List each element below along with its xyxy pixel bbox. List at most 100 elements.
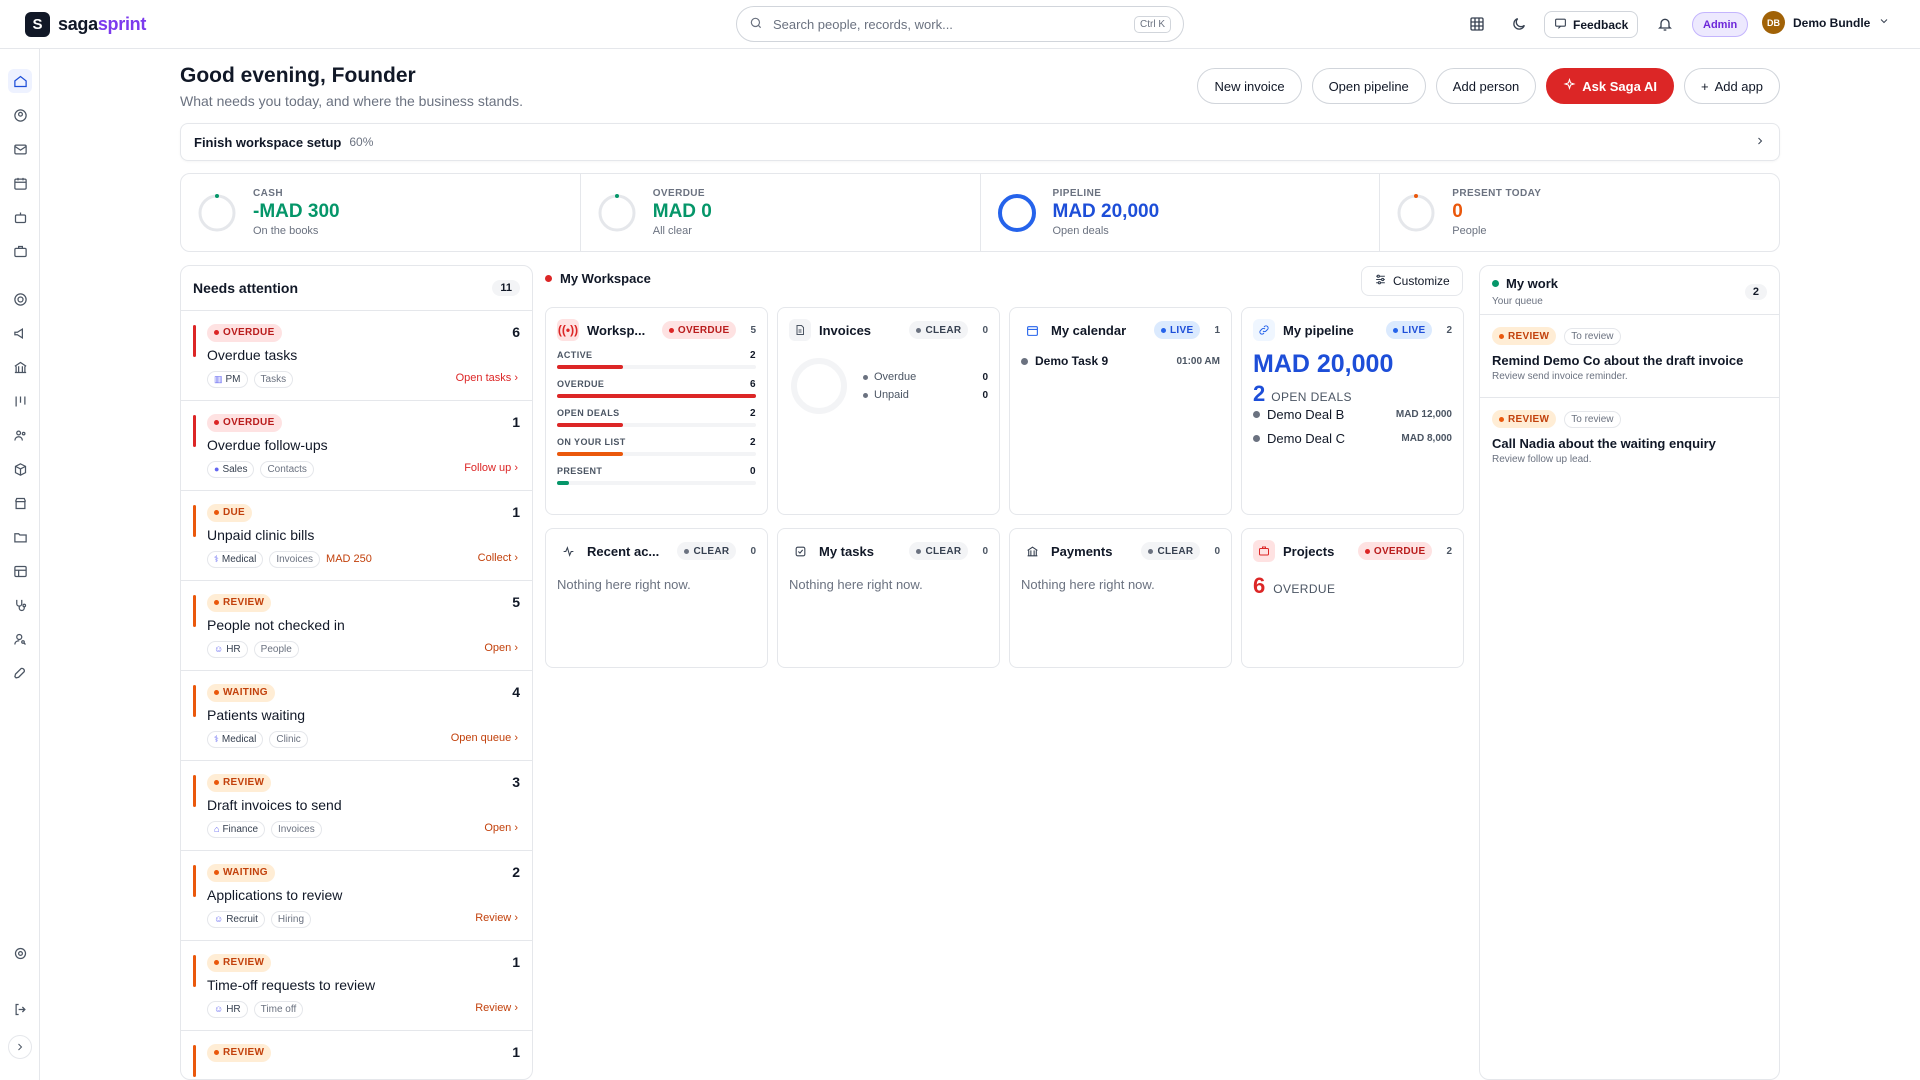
attention-item[interactable]: WAITING 4 Patients waiting ⚕ Medical Clini… bbox=[181, 671, 532, 761]
calendar-icon bbox=[1021, 319, 1043, 341]
item-action-link[interactable]: Review › bbox=[475, 912, 518, 924]
home-icon[interactable] bbox=[8, 69, 32, 93]
settings-icon[interactable] bbox=[8, 941, 32, 965]
briefcase-icon[interactable] bbox=[8, 239, 32, 263]
item-title: Overdue follow-ups bbox=[207, 436, 328, 453]
attention-item[interactable]: REVIEW 5 People not checked in ☺ HR People… bbox=[181, 581, 532, 671]
search-placeholder: Search people, records, work... bbox=[773, 16, 953, 32]
open-deals-label: OPEN DEALS bbox=[1271, 390, 1352, 404]
deal-row[interactable]: Demo Deal B MAD 12,000 bbox=[1253, 407, 1452, 422]
stat-pipeline[interactable]: PIPELINE MAD 20,000 Open deals bbox=[981, 174, 1381, 251]
deal-row[interactable]: Demo Deal C MAD 8,000 bbox=[1253, 431, 1452, 446]
add-person-button[interactable]: Add person bbox=[1435, 68, 1537, 104]
item-action-link[interactable]: Collect › bbox=[477, 552, 518, 564]
module-icon: ☺ bbox=[214, 644, 224, 654]
megaphone-icon[interactable] bbox=[8, 321, 32, 345]
customize-button[interactable]: Customize bbox=[1361, 266, 1463, 296]
stethoscope-icon[interactable] bbox=[8, 593, 32, 617]
deal-value: MAD 12,000 bbox=[1395, 409, 1452, 420]
brand-logo[interactable]: S sagasprint bbox=[25, 12, 146, 37]
status-badge: WAITING bbox=[207, 863, 275, 882]
package-icon[interactable] bbox=[8, 457, 32, 481]
bell-icon[interactable] bbox=[1654, 13, 1676, 35]
category-tag: Clinic bbox=[269, 730, 308, 748]
expand-icon[interactable] bbox=[8, 1035, 32, 1059]
item-action-link[interactable]: Follow up › bbox=[464, 462, 518, 474]
calendar-card[interactable]: My calendar LIVE 1 Demo Task 9 01:00 AM bbox=[1009, 307, 1232, 515]
theme-moon-icon[interactable] bbox=[1508, 13, 1530, 35]
attention-item[interactable]: OVERDUE 6 Overdue tasks ▥ PM Tasks Open ta… bbox=[181, 311, 532, 401]
user-menu[interactable]: DB Demo Bundle bbox=[1762, 11, 1890, 34]
projects-overdue-label: OVERDUE bbox=[1273, 582, 1336, 596]
module-tag: ☺ Recruit bbox=[207, 910, 265, 928]
new-invoice-button[interactable]: New invoice bbox=[1197, 68, 1302, 104]
brand-name: sagasprint bbox=[58, 14, 146, 35]
recent-activity-card[interactable]: Recent ac... CLEAR 0 Nothing here right … bbox=[545, 528, 768, 668]
item-action-link[interactable]: Open queue › bbox=[450, 732, 518, 744]
needs-attention-header: Needs attention 11 bbox=[181, 266, 532, 311]
target-icon[interactable] bbox=[8, 287, 32, 311]
global-search[interactable]: Search people, records, work... Ctrl K bbox=[736, 6, 1184, 42]
chevron-right-icon bbox=[1754, 135, 1766, 150]
workspace-setup-banner[interactable]: Finish workspace setup 60% bbox=[180, 123, 1780, 161]
add-app-label: Add app bbox=[1714, 78, 1763, 94]
user-search-icon[interactable] bbox=[8, 627, 32, 651]
people-icon[interactable] bbox=[8, 423, 32, 447]
logout-icon[interactable] bbox=[8, 997, 32, 1021]
mail-icon[interactable] bbox=[8, 137, 32, 161]
item-title: Overdue tasks bbox=[207, 346, 298, 363]
link-icon bbox=[1253, 319, 1275, 341]
search-icon bbox=[749, 16, 763, 33]
admin-badge[interactable]: Admin bbox=[1692, 12, 1749, 37]
stat-cash[interactable]: CASH -MAD 300 On the books bbox=[181, 174, 581, 251]
table-icon[interactable] bbox=[8, 559, 32, 583]
folder-icon[interactable] bbox=[8, 525, 32, 549]
category-tag: Contacts bbox=[260, 460, 314, 478]
attention-list: OVERDUE 6 Overdue tasks ▥ PM Tasks Open ta… bbox=[181, 311, 532, 1079]
item-action-link[interactable]: Review › bbox=[475, 1002, 518, 1014]
item-action-link[interactable]: Open › bbox=[484, 822, 518, 834]
attention-item[interactable]: REVIEW 1 Time-off requests to review ☺ HR … bbox=[181, 941, 532, 1031]
module-tag: ⌂ Finance bbox=[207, 820, 266, 838]
severity-bar bbox=[193, 775, 196, 807]
work-item[interactable]: REVIEW To review Call Nadia about the wa… bbox=[1480, 398, 1779, 481]
ask-saga-ai-button[interactable]: Ask Saga AI bbox=[1546, 68, 1674, 104]
bank-icon[interactable] bbox=[8, 355, 32, 379]
store-icon[interactable] bbox=[8, 491, 32, 515]
attention-item[interactable]: DUE 1 Unpaid clinic bills ⚕ Medical Invoic… bbox=[181, 491, 532, 581]
pipeline-card[interactable]: My pipeline LIVE 2 MAD 20,000 2 OPEN DEA… bbox=[1241, 307, 1464, 515]
stat-overdue[interactable]: OVERDUE MAD 0 All clear bbox=[581, 174, 981, 251]
projects-card[interactable]: Projects OVERDUE 2 6 OVERDUE bbox=[1241, 528, 1464, 668]
stat-present-today[interactable]: PRESENT TODAY 0 People bbox=[1380, 174, 1779, 251]
metric-row: ON YOUR LIST 2 bbox=[557, 437, 756, 456]
attention-item[interactable]: REVIEW 3 Draft invoices to send ⌂ Finance … bbox=[181, 761, 532, 851]
payments-card[interactable]: Payments CLEAR 0 Nothing here right now. bbox=[1009, 528, 1232, 668]
feedback-button[interactable]: Feedback bbox=[1544, 11, 1639, 38]
rocket-icon[interactable] bbox=[8, 661, 32, 685]
tasks-card[interactable]: My tasks CLEAR 0 Nothing here right now. bbox=[777, 528, 1000, 668]
metric-bar-fill bbox=[557, 365, 623, 369]
add-app-button[interactable]: + Add app bbox=[1683, 68, 1780, 104]
calendar-event[interactable]: Demo Task 9 01:00 AM bbox=[1021, 354, 1220, 368]
item-action-link[interactable]: Open › bbox=[484, 642, 518, 654]
work-item[interactable]: REVIEW To review Remind Demo Co about th… bbox=[1480, 315, 1779, 398]
attention-item[interactable]: OVERDUE 1 Overdue follow-ups ● Sales Conta… bbox=[181, 401, 532, 491]
broadcast-icon: ((•)) bbox=[557, 319, 579, 341]
metric-value: 0 bbox=[750, 466, 756, 477]
item-action-link[interactable]: Open tasks › bbox=[455, 372, 518, 384]
attention-item[interactable]: WAITING 2 Applications to review ☺ Recruit… bbox=[181, 851, 532, 941]
chevron-down-icon bbox=[1878, 15, 1890, 30]
apps-grid-icon[interactable] bbox=[1466, 13, 1488, 35]
invoices-card[interactable]: Invoices CLEAR 0 Overdue 0 Unpaid 0 bbox=[777, 307, 1000, 515]
workspace-card[interactable]: ((•)) Worksp... OVERDUE 5 ACTIVE 2 OVERDU… bbox=[545, 307, 768, 515]
status-badge: LIVE bbox=[1386, 321, 1433, 339]
module-icon: ⚕ bbox=[214, 733, 219, 744]
status-badge: CLEAR bbox=[1141, 542, 1201, 560]
attention-item[interactable]: REVIEW 1 bbox=[181, 1031, 532, 1079]
bot-icon[interactable] bbox=[8, 205, 32, 229]
open-pipeline-button[interactable]: Open pipeline bbox=[1311, 68, 1426, 104]
calendar-icon[interactable] bbox=[8, 171, 32, 195]
user-circle-icon[interactable] bbox=[8, 103, 32, 127]
metric-bar-track bbox=[557, 365, 756, 369]
kanban-icon[interactable] bbox=[8, 389, 32, 413]
